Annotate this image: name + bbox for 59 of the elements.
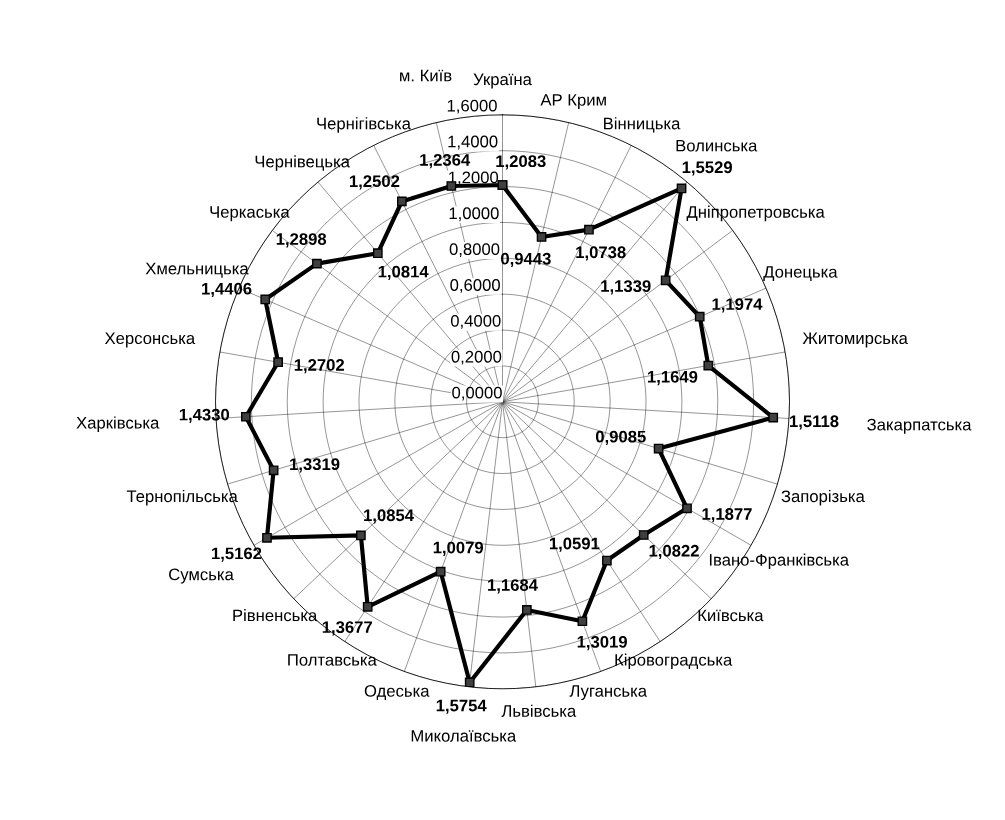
data-label: 1,1974 <box>712 298 763 313</box>
data-label: 1,2502 <box>349 175 400 190</box>
data-label: 1,1684 <box>488 579 538 594</box>
spoke-label: Луганська <box>569 685 648 701</box>
y-tick-label: 0,0000 <box>452 386 502 401</box>
spoke-label: Чернігівська <box>317 117 411 133</box>
data-label: 1,0822 <box>649 544 699 560</box>
data-label: 0,9443 <box>501 252 551 268</box>
data-label: 1,1877 <box>702 508 752 523</box>
data-label: 1,0738 <box>576 246 626 261</box>
data-label: 1,0814 <box>378 265 429 280</box>
y-tick-label: 1,0000 <box>449 207 499 222</box>
y-tick-label: 0,4000 <box>450 314 501 329</box>
data-label: 1,4330 <box>179 408 230 423</box>
spoke-label: Полтавська <box>288 654 377 666</box>
data-label: 1,1649 <box>647 370 698 386</box>
spoke-label: Запорізька <box>781 489 865 506</box>
spoke-label: Вінницька <box>604 117 681 133</box>
data-label: 1,4406 <box>202 282 252 298</box>
spoke-label: Київська <box>698 609 764 622</box>
spoke-label: Одеська <box>364 685 430 700</box>
data-label: 1,5118 <box>790 415 839 430</box>
y-tick-label: 0,6000 <box>450 279 500 293</box>
spoke-label: Херсонська <box>104 332 196 348</box>
spoke-label: м. Київ <box>400 69 452 82</box>
spoke-label: Закарпатська <box>867 418 972 434</box>
y-tick-label: 1,6000 <box>447 99 497 114</box>
data-label: 1,1339 <box>601 280 651 295</box>
spoke-label: Сумська <box>169 568 234 584</box>
data-label: 1,5754 <box>436 699 487 714</box>
y-tick-label: 0,2000 <box>451 350 502 365</box>
spoke-label: Миколаївська <box>411 730 517 742</box>
data-label: 1,2898 <box>276 233 327 248</box>
data-label: 1,0079 <box>433 541 484 556</box>
spoke-label: Тернопільська <box>126 489 238 506</box>
spoke-label: Львівська <box>501 704 577 717</box>
spoke-label: Житомирська <box>802 332 908 348</box>
spoke-label: Волинська <box>676 139 758 152</box>
spoke-label: Донецька <box>763 266 838 281</box>
spoke-label: Дніпропетровська <box>686 205 825 222</box>
spoke-label: АР Крим <box>540 94 606 110</box>
data-label: 1,5529 <box>682 161 733 176</box>
data-label: 0,9085 <box>595 430 646 445</box>
y-tick-label: 1,4000 <box>448 135 498 150</box>
data-label: 1,0591 <box>549 537 600 552</box>
data-label: 1,2702 <box>294 359 345 374</box>
y-tick-label: 0,8000 <box>449 243 500 257</box>
spoke-label: Україна <box>473 73 532 89</box>
data-label: 1,3319 <box>290 458 340 473</box>
data-label: 1,0854 <box>364 509 414 524</box>
y-tick-label: 1,2000 <box>449 171 499 186</box>
data-label: 1,2364 <box>420 153 471 169</box>
data-label: 1,3019 <box>577 635 627 651</box>
spoke-label: Харківська <box>76 416 160 432</box>
spoke-label: Івано-Франківська <box>709 553 850 570</box>
data-label: 1,2083 <box>496 155 546 170</box>
spoke-label: Хмельницька <box>145 262 249 278</box>
data-label: 1,5162 <box>212 547 262 562</box>
spoke-label: Черкаська <box>210 206 290 222</box>
